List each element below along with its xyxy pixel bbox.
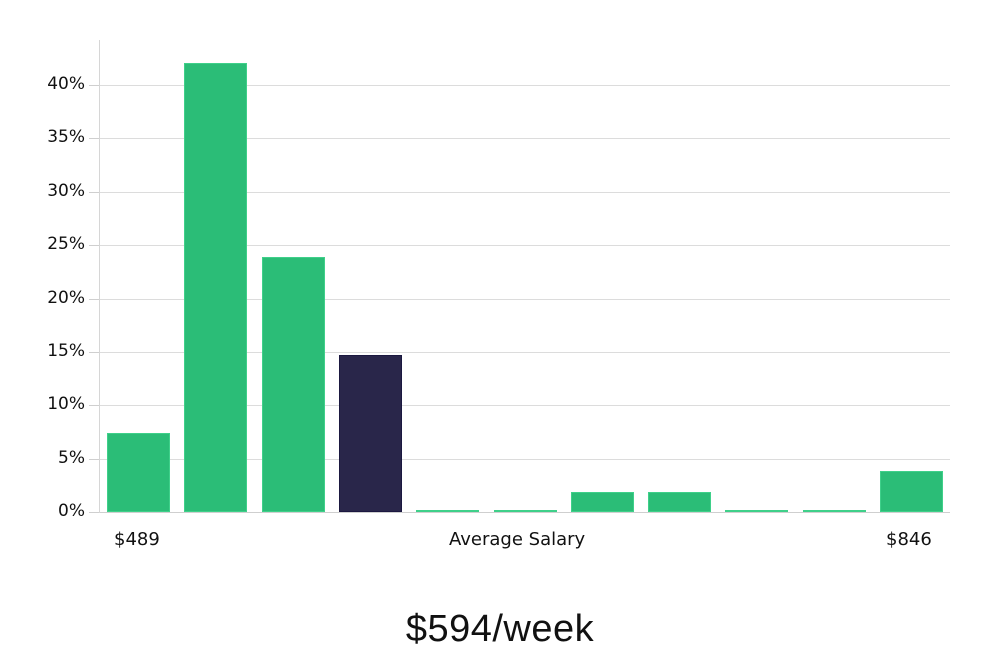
gridline <box>100 138 950 139</box>
x-max-label: $846 <box>886 529 932 550</box>
bar[interactable] <box>107 433 170 512</box>
bar[interactable] <box>416 510 479 512</box>
y-tick-label: 25% <box>47 234 85 254</box>
gridline <box>100 85 950 86</box>
y-tick-mark <box>89 459 99 460</box>
bar[interactable] <box>184 63 247 512</box>
bar-highlighted[interactable] <box>339 355 402 512</box>
bar[interactable] <box>571 492 634 512</box>
bar[interactable] <box>725 510 788 512</box>
y-tick-label: 30% <box>47 181 85 201</box>
average-salary-summary: $594/week <box>405 608 595 650</box>
gridline <box>100 245 950 246</box>
x-min-label: $489 <box>114 529 160 550</box>
y-tick-label: 0% <box>58 501 85 521</box>
y-tick-label: 35% <box>47 127 85 147</box>
y-tick-mark <box>89 245 99 246</box>
salary-histogram: 0% 5% 10% 15% 20% 25% 30% 35% 40% $489 Average S… <box>47 40 950 550</box>
y-tick-label: 15% <box>47 341 85 361</box>
bar[interactable] <box>803 510 866 512</box>
y-tick-mark <box>89 192 99 193</box>
y-tick-mark <box>89 512 99 513</box>
gridline <box>100 299 950 300</box>
y-tick-mark <box>89 138 99 139</box>
y-tick-label: 20% <box>47 288 85 308</box>
bar[interactable] <box>648 492 711 512</box>
y-tick-mark <box>89 405 99 406</box>
gridline <box>100 459 950 460</box>
x-axis-title: Average Salary <box>449 529 586 550</box>
y-tick-label: 10% <box>47 394 85 414</box>
gridline <box>100 405 950 406</box>
y-tick-label: 40% <box>47 74 85 94</box>
bar[interactable] <box>262 257 325 512</box>
bar[interactable] <box>494 510 557 512</box>
y-tick-mark <box>89 85 99 86</box>
y-tick-mark <box>89 352 99 353</box>
y-axis-line <box>99 40 100 513</box>
y-tick-label: 5% <box>58 448 85 468</box>
x-axis-baseline <box>100 512 950 513</box>
bar[interactable] <box>880 471 943 512</box>
y-tick-mark <box>89 299 99 300</box>
gridline <box>100 192 950 193</box>
gridline <box>100 352 950 353</box>
